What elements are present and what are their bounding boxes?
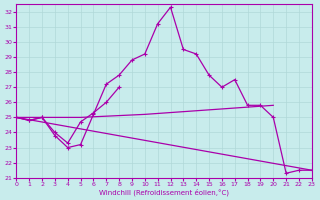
X-axis label: Windchill (Refroidissement éolien,°C): Windchill (Refroidissement éolien,°C) <box>99 188 229 196</box>
